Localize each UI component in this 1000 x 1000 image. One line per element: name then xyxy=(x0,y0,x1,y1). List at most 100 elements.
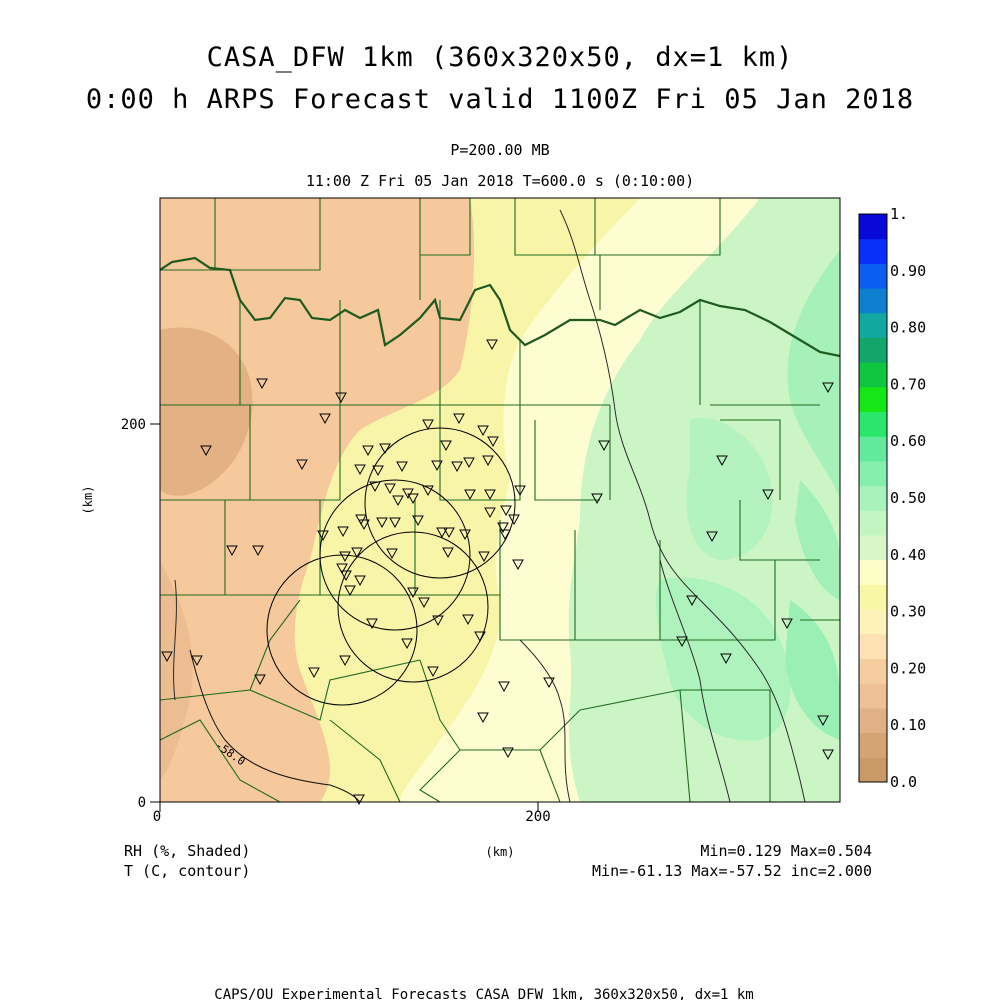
pressure-level-label: P=200.00 MB xyxy=(450,141,550,159)
station-marker xyxy=(440,440,452,452)
station-marker xyxy=(191,655,203,667)
station-marker xyxy=(781,618,793,630)
station-marker xyxy=(254,674,266,686)
station-marker xyxy=(358,519,370,531)
colorbar-labels: 1. 0.90 0.80 0.70 0.60 0.50 0.40 0.30 0.20 0.10 0.… xyxy=(890,205,926,791)
colorbar-swatch xyxy=(859,362,887,388)
station-marker xyxy=(686,595,698,607)
station-marker xyxy=(427,666,439,678)
station-marker xyxy=(396,461,408,473)
station-marker xyxy=(200,445,212,457)
station-marker xyxy=(720,653,732,665)
station-marker xyxy=(308,667,320,679)
station-marker xyxy=(161,651,173,663)
station-marker xyxy=(443,527,455,539)
station-marker xyxy=(384,483,396,495)
state-boundary-line xyxy=(160,256,840,358)
colorbar-swatch xyxy=(859,559,887,585)
station-marker xyxy=(319,413,331,425)
station-marker xyxy=(676,636,688,648)
colorbar-label: 0.60 xyxy=(890,432,926,450)
station-marker xyxy=(335,392,347,404)
station-marker xyxy=(474,631,486,643)
station-marker xyxy=(353,794,365,806)
colorbar-label: 0.10 xyxy=(890,716,926,734)
footer-credit: CAPS/OU Experimental Forecasts CASA DFW … xyxy=(214,987,753,1000)
station-marker xyxy=(716,455,728,467)
station-marker xyxy=(497,522,509,534)
station-marker xyxy=(598,440,610,452)
station-marker xyxy=(389,517,401,529)
y-tick-label: 0 xyxy=(138,795,146,811)
station-marker xyxy=(379,443,391,455)
colorbar-label: 0.20 xyxy=(890,659,926,677)
station-marker xyxy=(498,681,510,693)
station-marker xyxy=(451,461,463,473)
colorbar-swatch xyxy=(859,460,887,487)
station-marker xyxy=(339,551,351,563)
station-marker xyxy=(407,587,419,599)
station-marker xyxy=(484,489,496,501)
station-marker xyxy=(543,677,555,689)
colorbar-swatch xyxy=(859,658,887,684)
colorbar-swatch xyxy=(859,757,887,783)
station-marker xyxy=(407,493,419,505)
x-tick-label: 0 xyxy=(153,809,161,825)
station-marker xyxy=(706,531,718,543)
colorbar-swatch xyxy=(859,411,887,437)
station-marker xyxy=(817,715,829,727)
colorbar-swatch xyxy=(859,238,887,264)
station-marker xyxy=(822,749,834,761)
contour-variable-label: T (C, contour) xyxy=(124,862,250,880)
station-marker xyxy=(256,378,268,390)
station-marker xyxy=(336,563,348,575)
chart-title-line2: 0:00 h ARPS Forecast valid 1100Z Fri 05 … xyxy=(85,84,915,115)
station-marker xyxy=(514,485,526,497)
station-marker xyxy=(412,515,424,527)
station-marker xyxy=(337,526,349,538)
colorbar-frame xyxy=(858,213,888,783)
station-marker xyxy=(502,747,514,759)
station-marker xyxy=(431,460,443,472)
radar-circle xyxy=(319,479,471,631)
station-marker xyxy=(226,545,238,557)
y-tick-label: 200 xyxy=(121,417,146,433)
colorbar-swatch xyxy=(859,436,887,462)
shading-variable-label: RH (%, Shaded) xyxy=(124,842,250,860)
station-marker xyxy=(422,485,434,497)
radar-circle xyxy=(364,427,516,579)
station-marker xyxy=(372,465,384,477)
colorbar-swatch xyxy=(859,386,887,413)
shading-min-max: Min=0.129 Max=0.504 xyxy=(700,842,872,860)
station-marker xyxy=(822,382,834,394)
station-marker xyxy=(499,529,511,541)
colorbar-swatch xyxy=(859,288,887,314)
colorbar-label: 0.30 xyxy=(890,603,926,621)
station-marker xyxy=(362,445,374,457)
station-marker xyxy=(464,489,476,501)
station-marker xyxy=(482,455,494,467)
colorbar-swatch xyxy=(859,683,887,709)
colorbar-swatch xyxy=(859,535,887,561)
station-marker xyxy=(369,481,381,493)
colorbar-swatch xyxy=(859,732,887,758)
river-lines xyxy=(173,209,806,802)
station-marker xyxy=(512,559,524,571)
contour-min-max: Min=-61.13 Max=-57.52 inc=2.000 xyxy=(592,862,872,880)
station-marker xyxy=(484,507,496,519)
temperature-contour-line xyxy=(189,649,361,802)
station-marker xyxy=(436,527,448,539)
station-marker xyxy=(762,489,774,501)
station-marker xyxy=(296,459,308,471)
colorbar-swatch xyxy=(859,312,887,338)
station-marker xyxy=(459,529,471,541)
station-marker xyxy=(354,575,366,587)
station-marker xyxy=(386,548,398,560)
station-marker xyxy=(500,505,512,517)
colorbar-label: 0.40 xyxy=(890,546,926,564)
station-marker xyxy=(487,436,499,448)
station-marker xyxy=(392,495,404,507)
station-marker xyxy=(340,570,352,582)
chart-title-line1: CASA_DFW 1km (360x320x50, dx=1 km) xyxy=(206,42,794,73)
